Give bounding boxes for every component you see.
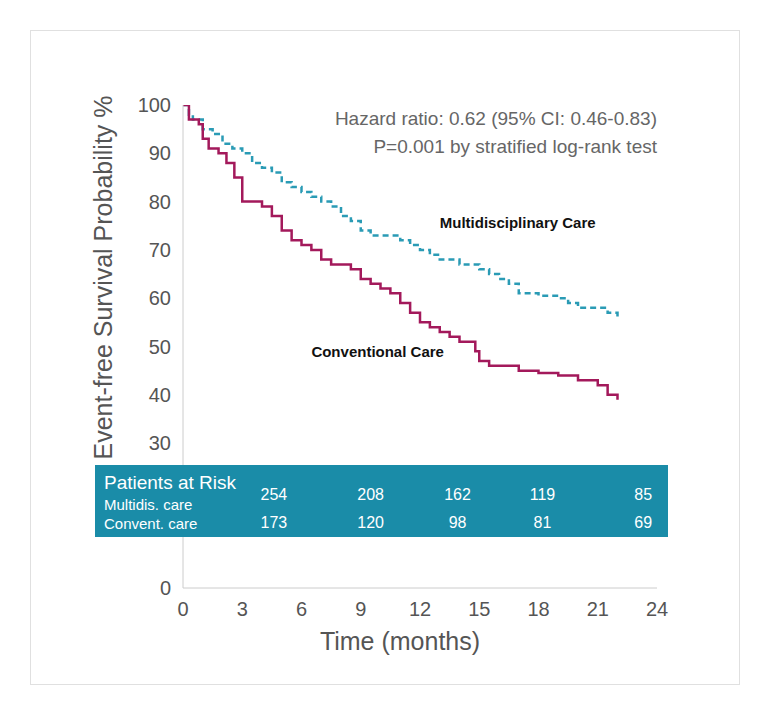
svg-text:80: 80: [149, 191, 171, 213]
svg-text:30: 30: [149, 432, 171, 454]
svg-text:3: 3: [237, 598, 248, 620]
svg-text:24: 24: [646, 598, 668, 620]
svg-text:Conventional Care: Conventional Care: [311, 343, 444, 360]
svg-text:254: 254: [260, 486, 287, 503]
svg-text:208: 208: [357, 486, 384, 503]
svg-text:9: 9: [355, 598, 366, 620]
svg-text:Hazard ratio: 0.62 (95% CI: 0.: Hazard ratio: 0.62 (95% CI: 0.46-0.83): [335, 108, 657, 129]
svg-text:Multidis. care: Multidis. care: [104, 496, 192, 513]
svg-text:162: 162: [444, 486, 471, 503]
svg-text:40: 40: [149, 384, 171, 406]
svg-text:173: 173: [260, 514, 287, 531]
svg-text:70: 70: [149, 239, 171, 261]
svg-text:69: 69: [634, 514, 652, 531]
svg-text:Patients at Risk: Patients at Risk: [104, 472, 236, 493]
svg-text:98: 98: [449, 514, 467, 531]
svg-text:15: 15: [468, 598, 490, 620]
svg-text:Multidisciplinary Care: Multidisciplinary Care: [440, 214, 596, 231]
svg-text:90: 90: [149, 142, 171, 164]
svg-text:0: 0: [160, 577, 171, 599]
svg-text:81: 81: [534, 514, 552, 531]
svg-text:120: 120: [357, 514, 384, 531]
svg-text:60: 60: [149, 287, 171, 309]
svg-text:119: 119: [530, 486, 556, 503]
svg-text:Time (months): Time (months): [320, 627, 480, 655]
svg-text:P=0.001 by stratified log-rank: P=0.001 by stratified log-rank test: [373, 136, 657, 157]
svg-text:6: 6: [296, 598, 307, 620]
svg-text:18: 18: [527, 598, 549, 620]
svg-text:50: 50: [149, 336, 171, 358]
svg-text:Convent. care: Convent. care: [104, 515, 197, 532]
svg-text:0: 0: [177, 598, 188, 620]
svg-text:85: 85: [634, 486, 652, 503]
svg-text:21: 21: [587, 598, 609, 620]
svg-text:Event-free Survival Probabilit: Event-free Survival Probability %: [89, 95, 117, 459]
svg-text:100: 100: [138, 94, 171, 116]
svg-text:12: 12: [409, 598, 431, 620]
